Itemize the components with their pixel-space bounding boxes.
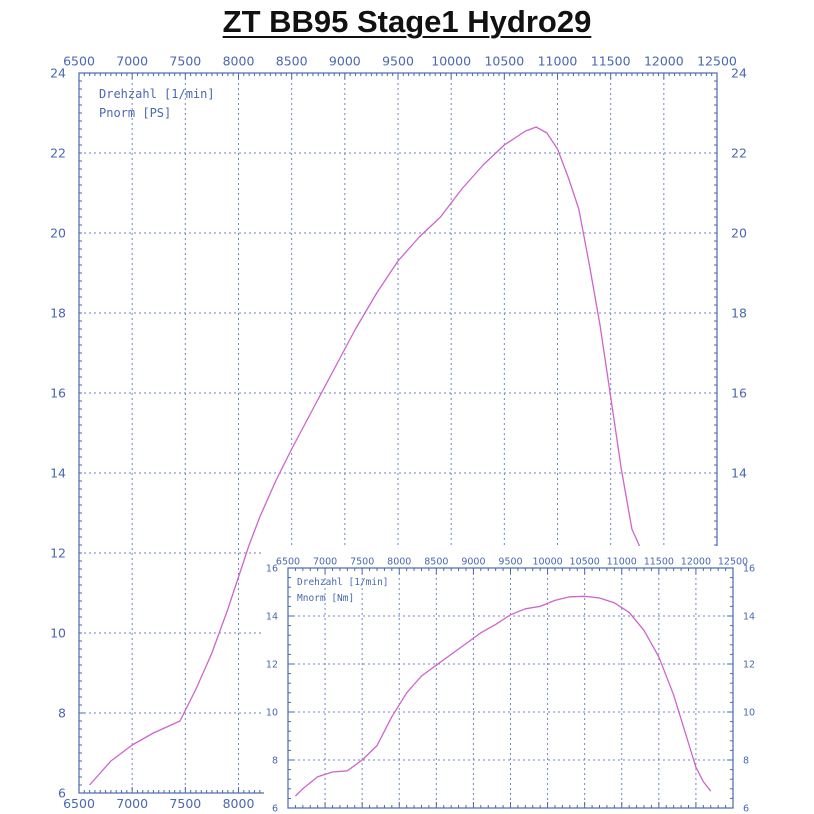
- x-tick-label-bottom: 7000: [116, 796, 148, 811]
- y-tick-label-left: 6: [58, 786, 66, 801]
- x-tick-label-top: 8500: [276, 53, 308, 68]
- y-tick-label-left: 8: [58, 706, 66, 721]
- y-tick-label-right: 18: [731, 306, 747, 321]
- x-tick-label-top: 10000: [431, 53, 471, 68]
- x-tick-label-top: 9500: [498, 556, 522, 567]
- y-tick-label-left: 18: [50, 306, 66, 321]
- x-tick-label-top: 7500: [169, 53, 201, 68]
- x-tick-label-top: 9500: [382, 53, 414, 68]
- x-tick-label-top: 9000: [461, 556, 485, 567]
- y-tick-label-right: 8: [743, 755, 749, 766]
- legend-entry: Drehzahl [1/min]: [297, 577, 389, 588]
- y-tick-label-left: 20: [50, 226, 66, 241]
- tick-marks: [287, 567, 734, 809]
- x-tick-label-top: 12500: [697, 53, 737, 68]
- y-tick-label-left: 8: [272, 755, 278, 766]
- y-tick-label-right: 24: [731, 66, 747, 81]
- y-tick-label-left: 24: [50, 66, 66, 81]
- x-tick-label-top: 8000: [223, 53, 255, 68]
- series-line: [89, 126, 644, 786]
- y-tick-label-right: 14: [731, 466, 747, 481]
- x-tick-label-top: 6500: [276, 556, 300, 567]
- y-tick-label-left: 12: [50, 546, 66, 561]
- y-tick-label-right: 14: [743, 611, 755, 622]
- y-tick-label-right: 20: [731, 226, 747, 241]
- x-tick-label-top: 12000: [644, 53, 684, 68]
- x-tick-label-top: 11500: [644, 556, 674, 567]
- series-line: [294, 595, 712, 797]
- y-tick-label-left: 10: [50, 626, 66, 641]
- legend-entry: Mnorm [Nm]: [297, 593, 354, 604]
- y-tick-label-left: 16: [50, 386, 66, 401]
- x-tick-label-top: 8000: [387, 556, 411, 567]
- x-tick-label-bottom: 7500: [169, 796, 201, 811]
- page-title: ZT BB95 Stage1 Hydro29: [222, 4, 592, 39]
- x-tick-label-top: 9000: [329, 53, 361, 68]
- x-tick-label-top: 11500: [591, 53, 631, 68]
- x-tick-label-top: 7000: [116, 53, 148, 68]
- dyno-chart-torque: 6500 7000 7500 8000 8500 9000 9500 10000 10500 11…: [264, 546, 755, 814]
- legend-entry: Pnorm [PS]: [99, 106, 171, 120]
- y-tick-label-right: 10: [743, 707, 755, 718]
- x-tick-label-top: 11000: [538, 53, 578, 68]
- x-tick-label-bottom: 6500: [63, 796, 95, 811]
- x-tick-label-top: 11000: [607, 556, 637, 567]
- x-tick-label-top: 12000: [681, 556, 711, 567]
- grid: [288, 568, 733, 808]
- y-tick-label-right: 12: [743, 659, 755, 670]
- y-tick-label-right: 16: [743, 563, 755, 574]
- x-tick-label-top: 10500: [484, 53, 524, 68]
- inset-background: [264, 546, 747, 812]
- y-tick-label-left: 10: [266, 707, 278, 718]
- y-tick-label-right: 16: [731, 386, 747, 401]
- y-tick-label-left: 6: [272, 803, 278, 814]
- legend-entry: Drehzahl [1/min]: [99, 87, 215, 101]
- x-tick-label-top: 6500: [63, 53, 95, 68]
- x-tick-label-top: 10000: [532, 556, 562, 567]
- y-tick-label-left: 12: [266, 659, 278, 670]
- x-tick-label-top: 12500: [718, 556, 748, 567]
- y-tick-label-right: 6: [743, 803, 749, 814]
- x-tick-label-top: 8500: [424, 556, 448, 567]
- y-tick-label-right: 22: [731, 146, 747, 161]
- y-tick-label-left: 14: [50, 466, 66, 481]
- y-tick-label-left: 14: [266, 611, 278, 622]
- x-tick-label-top: 7500: [350, 556, 374, 567]
- x-tick-label-top: 7000: [313, 556, 337, 567]
- y-tick-label-left: 22: [50, 146, 66, 161]
- y-tick-label-left: 16: [266, 563, 278, 574]
- x-tick-label-bottom: 8000: [223, 796, 255, 811]
- x-tick-label-top: 10500: [570, 556, 600, 567]
